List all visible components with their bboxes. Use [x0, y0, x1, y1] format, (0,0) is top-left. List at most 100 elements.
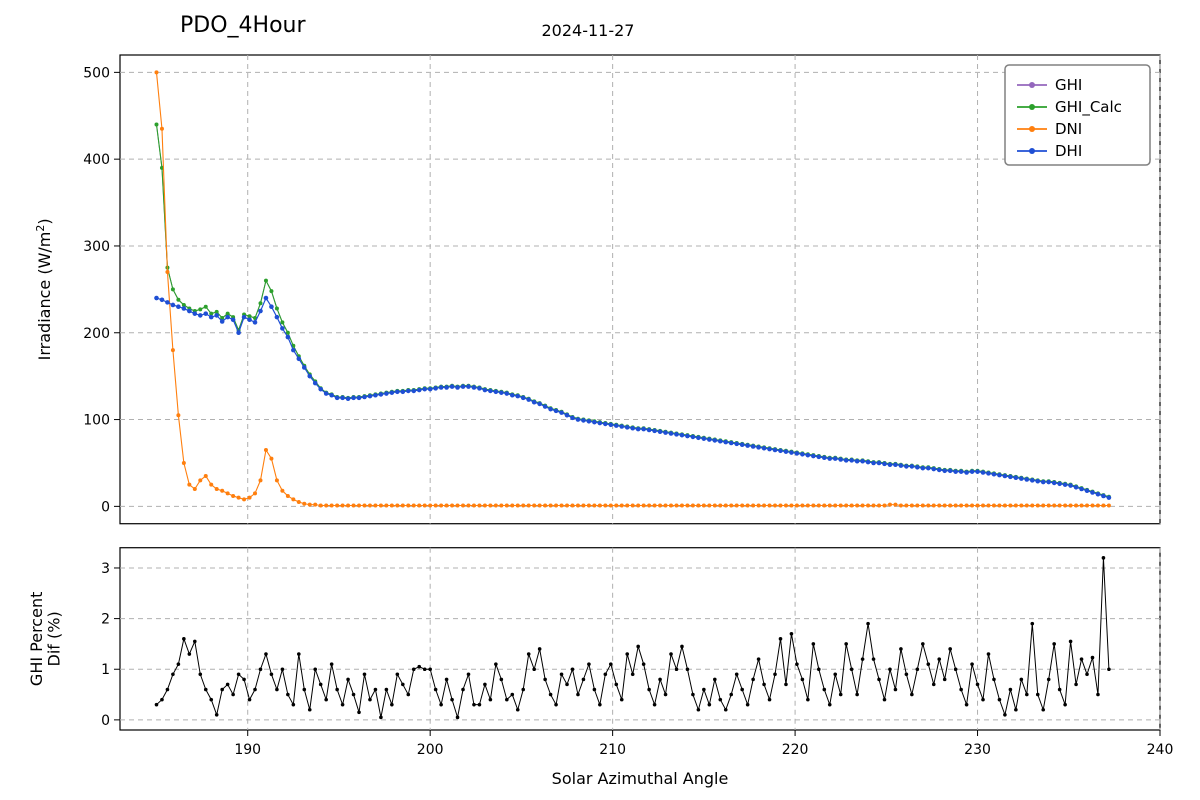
- dhi-marker: [526, 397, 531, 402]
- percent-dif-marker: [697, 708, 701, 712]
- dhi-marker: [1041, 480, 1046, 485]
- percent-dif-marker: [406, 693, 410, 697]
- dni-marker: [1058, 503, 1062, 507]
- dni-marker: [379, 503, 383, 507]
- dni-marker: [1047, 503, 1051, 507]
- percent-dif-marker: [833, 673, 837, 677]
- dni-marker: [839, 503, 843, 507]
- dhi-marker: [707, 437, 712, 442]
- percent-dif-marker: [910, 693, 914, 697]
- dhi-marker: [379, 392, 384, 397]
- percent-dif-marker: [866, 622, 870, 626]
- dni-marker: [269, 457, 273, 461]
- ytick-bot: 2: [101, 612, 110, 628]
- percent-dif-marker: [916, 667, 920, 671]
- dhi-marker: [570, 416, 575, 421]
- dhi-marker: [477, 386, 482, 391]
- percent-dif-marker: [379, 716, 383, 720]
- percent-dif-marker: [571, 667, 575, 671]
- dhi-marker: [603, 422, 608, 427]
- dni-marker: [921, 503, 925, 507]
- percent-dif-marker: [779, 637, 783, 641]
- dni-marker: [373, 503, 377, 507]
- ghi-calc-marker: [264, 279, 268, 283]
- percent-dif-marker: [368, 698, 372, 702]
- percent-dif-marker: [582, 678, 586, 682]
- percent-dif-marker: [937, 657, 941, 661]
- dhi-marker: [910, 464, 915, 469]
- dhi-marker: [931, 467, 936, 472]
- percent-dif-marker: [281, 667, 285, 671]
- dhi-marker: [510, 393, 515, 398]
- dhi-marker: [811, 454, 816, 459]
- percent-dif-marker: [275, 688, 279, 692]
- dni-line: [156, 72, 1108, 505]
- percent-dif-marker: [735, 673, 739, 677]
- percent-dif-marker: [598, 703, 602, 707]
- dni-marker: [828, 503, 832, 507]
- percent-dif-marker: [686, 667, 690, 671]
- chart-svg: PDO_4Hour2024-11-270100200300400500Irrad…: [0, 0, 1200, 800]
- percent-dif-marker: [215, 713, 219, 717]
- dni-marker: [702, 503, 706, 507]
- percent-dif-marker: [220, 688, 224, 692]
- dhi-marker: [598, 421, 603, 426]
- percent-dif-marker: [341, 703, 345, 707]
- dni-marker: [713, 503, 717, 507]
- dni-marker: [527, 503, 531, 507]
- percent-dif-marker: [270, 673, 274, 677]
- dni-marker: [817, 503, 821, 507]
- dhi-marker: [1025, 477, 1030, 482]
- percent-dif-marker: [932, 683, 936, 687]
- dni-marker: [445, 503, 449, 507]
- percent-dif-marker: [883, 698, 887, 702]
- percent-dif-marker: [664, 693, 668, 697]
- ghi-calc-marker: [258, 301, 262, 305]
- dni-marker: [926, 503, 930, 507]
- percent-dif-marker: [461, 688, 465, 692]
- dhi-marker: [723, 440, 728, 445]
- dhi-marker: [921, 466, 926, 471]
- dhi-marker: [1068, 483, 1073, 488]
- dhi-marker: [625, 425, 630, 430]
- ghi-calc-marker: [204, 305, 208, 309]
- percent-dif-marker: [456, 716, 460, 720]
- irradiance-panel: 0100200300400500Irradiance (W/m2)GHIGHI_…: [34, 55, 1161, 524]
- xlabel: Solar Azimuthal Angle: [552, 769, 729, 788]
- percent-dif-marker: [921, 642, 925, 646]
- percent-dif-marker: [894, 688, 898, 692]
- dhi-marker: [231, 317, 236, 322]
- percent-dif-marker: [1069, 640, 1073, 644]
- dhi-marker: [1019, 476, 1024, 481]
- dni-marker: [642, 503, 646, 507]
- dni-marker: [176, 413, 180, 417]
- ghi-calc-marker: [198, 307, 202, 311]
- percent-dif-marker: [445, 678, 449, 682]
- dhi-marker: [882, 462, 887, 467]
- dhi-marker: [433, 386, 438, 391]
- dni-marker: [778, 503, 782, 507]
- dhi-marker: [247, 317, 252, 322]
- dhi-marker: [838, 457, 843, 462]
- dhi-marker: [543, 404, 548, 409]
- dni-marker: [357, 503, 361, 507]
- dni-marker: [877, 503, 881, 507]
- percent-dif-marker: [390, 703, 394, 707]
- dni-marker: [970, 503, 974, 507]
- percent-dif-marker: [1085, 673, 1089, 677]
- dni-marker: [795, 503, 799, 507]
- dni-marker: [450, 503, 454, 507]
- dhi-marker: [269, 304, 274, 309]
- dhi-marker: [450, 384, 455, 389]
- dhi-marker: [160, 297, 165, 302]
- dni-marker: [395, 503, 399, 507]
- dhi-marker: [652, 429, 657, 434]
- dhi-marker: [406, 389, 411, 394]
- dni-marker: [237, 496, 241, 500]
- dhi-marker: [494, 389, 499, 394]
- dhi-marker: [1079, 487, 1084, 492]
- dni-marker: [532, 503, 536, 507]
- dhi-marker: [532, 400, 537, 405]
- dhi-marker: [335, 396, 340, 401]
- percent-dif-marker: [773, 673, 777, 677]
